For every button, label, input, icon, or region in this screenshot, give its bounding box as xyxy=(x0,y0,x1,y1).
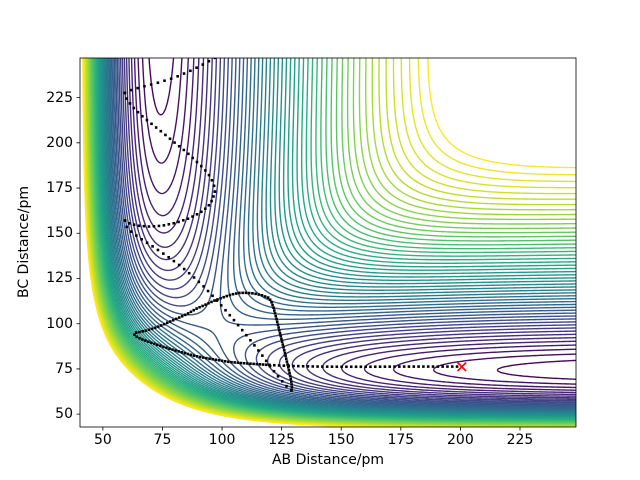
x-tick-label: 50 xyxy=(93,432,112,448)
y-tick-label: 125 xyxy=(46,270,73,287)
y-tick-label: 175 xyxy=(46,180,73,197)
x-tick-label: 175 xyxy=(387,432,415,448)
y-tick-label: 50 xyxy=(55,406,73,423)
y-tick-label: 225 xyxy=(46,89,73,106)
x-tick-label: 200 xyxy=(447,432,474,448)
y-tick-label: 200 xyxy=(46,134,73,151)
y-tick-label: 150 xyxy=(46,225,73,242)
y-tick-label: 75 xyxy=(55,360,73,377)
x-tick-label: 125 xyxy=(268,432,296,448)
x-tick-label: 75 xyxy=(153,432,172,448)
x-tick-label: 100 xyxy=(208,432,236,448)
x-tick-label: 225 xyxy=(506,432,534,448)
x-tick-label: 150 xyxy=(327,432,355,448)
y-tick-label: 100 xyxy=(46,315,73,332)
x-axis-label: AB Distance/pm xyxy=(271,452,385,468)
